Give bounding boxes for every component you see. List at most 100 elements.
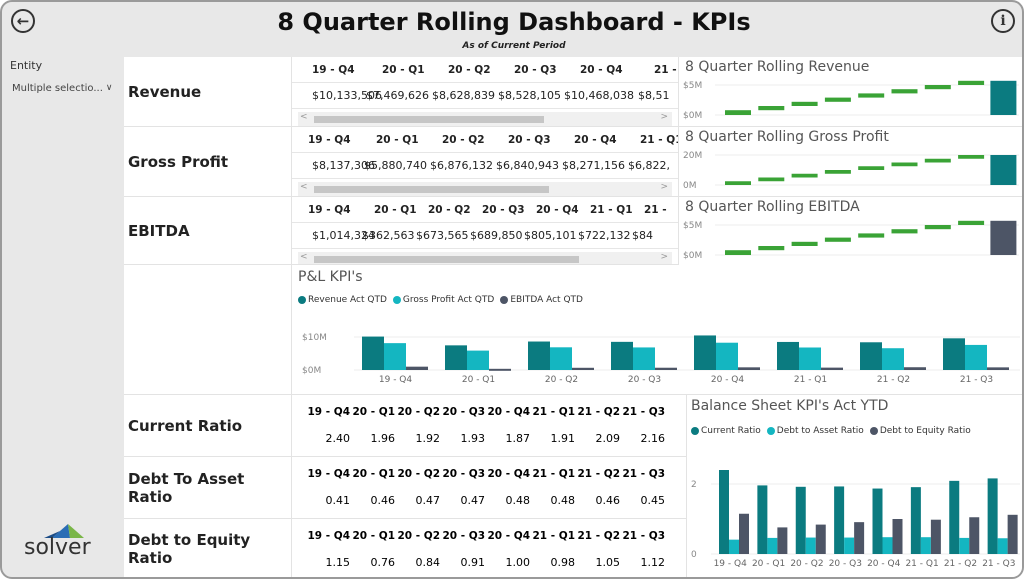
table-row: 0.41 0.46 0.47 0.47 0.48 0.48 0.46 0.45 [292,487,686,513]
scrollbar-thumb[interactable] [314,256,579,263]
column-header: 20 - Q3 [514,63,557,76]
waterfall-step-bar [758,246,785,251]
legend-label: Revenue Act QTD [308,295,387,305]
bar [795,486,806,554]
bar [719,470,729,554]
legend-label: Gross Profit Act QTD [402,295,495,305]
table-header-row: 19 - Q4 20 - Q1 20 - Q2 20 - Q3 20 - Q4 21 - … [292,197,678,223]
waterfall-step-bar [824,237,851,242]
ratio-table: 19 - Q4 20 - Q1 20 - Q2 20 - Q3 20 - Q4 21 - … [292,395,687,457]
chart-title: P&L KPI's [298,269,363,285]
column-header: 20 - Q4 [487,468,530,480]
legend-label: Debt to Equity Ratio [879,426,971,436]
bar [777,341,799,370]
waterfall-chart: $0M $5M [683,220,1019,261]
legend-dot-icon [298,295,306,304]
legend-item[interactable]: EBITDA Act QTD [500,295,583,305]
column-header: 20 - Q4 [487,406,530,418]
bar [550,347,572,370]
column-header: 20 - Q2 [397,530,440,542]
scrollbar-thumb[interactable] [314,116,544,123]
column-header: 20 - Q3 [442,468,485,480]
bar [738,367,760,370]
bar [655,367,677,370]
scroll-right-icon[interactable]: > [660,252,668,262]
table-cell: 2.16 [640,431,666,445]
bar [892,519,903,554]
horizontal-scrollbar[interactable]: < > [298,252,672,264]
waterfall-step-bar [891,89,918,94]
legend-dot-icon [869,426,878,435]
bar [834,486,845,554]
table-cell: $6,840,943 [496,159,559,172]
back-arrow-icon[interactable]: ← [11,9,35,33]
legend-dot-icon [500,295,509,304]
waterfall-step-bar [758,177,785,182]
waterfall-step-bar [958,220,985,225]
table-header-row: 19 - Q4 20 - Q1 20 - Q2 20 - Q3 20 - Q4 21 - … [292,399,686,425]
bar [965,344,987,370]
column-header: 20 - Q2 [397,468,440,480]
x-tick-label: 20 - Q4 [867,559,901,569]
table-row: $8,137,306 $5,880,740 $6,876,132 $6,840,943… [292,153,678,179]
column-header: 21 - Q1 [532,406,575,418]
legend-item[interactable]: Current Ratio [691,426,761,436]
table-cell: 1.91 [550,431,576,445]
bar [959,537,970,554]
legend-label: EBITDA Act QTD [510,295,583,305]
column-header: 20 - Q2 [397,406,440,418]
logo-mark-icon [44,524,84,538]
column-header: 20 - Q4 [536,203,579,216]
table-cell: 1.93 [460,431,486,445]
info-icon[interactable]: i [991,9,1015,33]
bar [406,366,428,370]
bar [860,342,882,370]
x-tick-label: 21 - Q1 [794,375,827,385]
scrollbar-thumb[interactable] [314,186,549,193]
table-cell: 1.00 [505,555,531,569]
bar [572,367,594,370]
entity-filter-dropdown[interactable]: Multiple selectio... ∨ [12,83,117,94]
table-cell: 0.76 [370,555,396,569]
table-cell: $805,101 [524,229,577,242]
legend-item[interactable]: Debt to Asset Ratio [766,426,864,436]
scroll-left-icon[interactable]: < [300,252,308,262]
scroll-left-icon[interactable]: < [300,112,308,122]
table-cell: $7,469,626 [366,89,429,102]
chart-title: 8 Quarter Rolling EBITDA [685,199,860,215]
y-tick-label: 20M [683,151,702,161]
scroll-right-icon[interactable]: > [660,112,668,122]
table-cell: 2.09 [595,431,621,445]
legend-item[interactable]: Revenue Act QTD [298,295,387,305]
horizontal-scrollbar[interactable]: < > [298,182,672,196]
column-header: 21 - Q1 [532,468,575,480]
horizontal-scrollbar[interactable]: < > [298,112,672,126]
y-tick-label: 2 [691,480,697,490]
bar [467,350,489,370]
bar [633,347,655,370]
waterfall-step-bar [858,166,885,170]
scroll-right-icon[interactable]: > [660,182,668,192]
kpi-table: 19 - Q4 20 - Q1 20 - Q2 20 - Q3 20 - Q4 21 - … [292,57,678,127]
table-cell: 0.46 [595,493,621,507]
column-header: 21 - Q1 [654,63,678,76]
bar [729,539,739,554]
table-cell: 0.45 [640,493,666,507]
column-header: 21 - Q2 [577,468,620,480]
scroll-left-icon[interactable]: < [300,182,308,192]
waterfall-chart: 0M 20M [683,151,1019,191]
column-header: 19 - Q4 [308,203,351,216]
chart-title: 8 Quarter Rolling Gross Profit [685,129,889,145]
legend-item[interactable]: Gross Profit Act QTD [392,295,495,305]
y-tick-label: $0M [683,251,702,261]
waterfall-step-bar [924,225,951,230]
column-header: 21 - Q3 [622,468,665,480]
bar [384,343,406,370]
waterfall-total-bar [990,155,1017,185]
y-tick-label: $10M [302,333,327,343]
bar [362,336,384,370]
table-cell: 2.40 [325,431,351,445]
bar [777,527,788,554]
legend-item[interactable]: Debt to Equity Ratio [869,426,971,436]
